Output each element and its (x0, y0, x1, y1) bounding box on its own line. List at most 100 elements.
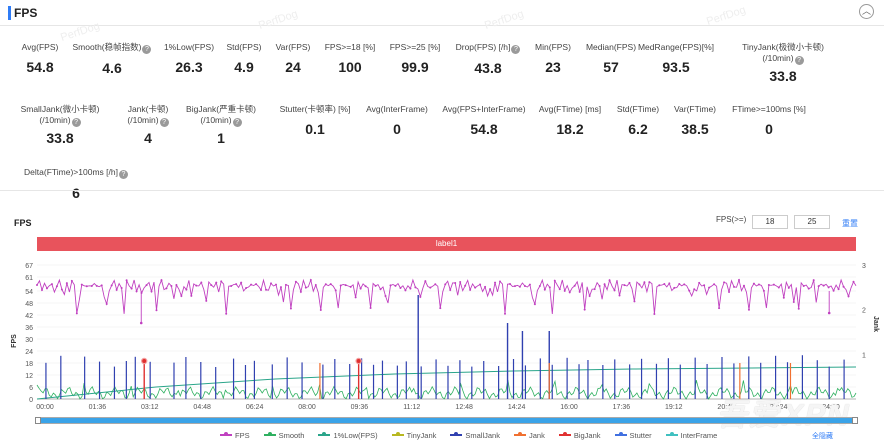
legend-item-jank[interactable]: Jank (513, 430, 545, 440)
x-tick-label: 16:00 (560, 404, 578, 411)
fps-point (349, 285, 352, 288)
fps-point (175, 283, 178, 286)
stat-label: Avg(InterFrame) (366, 104, 428, 114)
fps-point (130, 287, 133, 290)
fps-point (414, 286, 417, 289)
help-icon[interactable]: ? (142, 45, 152, 54)
stat-value: 54.8 (470, 121, 498, 137)
fps-point (314, 284, 317, 287)
stat-var-fps: Var(FPS) 24 (233, 42, 353, 75)
fps-threshold-input-1[interactable]: 18 (752, 215, 788, 229)
help-icon[interactable]: ? (71, 118, 81, 127)
fps-point (568, 291, 571, 294)
legend-swatch-icon (318, 432, 331, 436)
fps-point (334, 289, 337, 292)
fps-point (389, 284, 392, 287)
fps-point (593, 288, 596, 291)
fps-point (85, 285, 88, 288)
fps-threshold-label: FPS(>=) (716, 215, 747, 224)
stat-label: Median(FPS) (585, 42, 637, 52)
stat-value: 23 (545, 59, 561, 75)
fps-point (837, 288, 840, 291)
legend-item-1-low-fps-[interactable]: 1%Low(FPS) (318, 430, 378, 440)
fps-min-point (139, 321, 143, 325)
fps-point (434, 283, 437, 286)
stat-stutter: Stutter(卡顿率) [%] 0.1 (255, 104, 375, 137)
legend-swatch-icon (391, 432, 404, 436)
x-tick-label: 09:36 (351, 404, 369, 411)
stat-label: Avg(FPS) (21, 42, 59, 52)
legend-item-smooth[interactable]: Smooth (263, 430, 304, 440)
legend-swatch-icon (263, 432, 276, 436)
fps-point (359, 287, 362, 290)
legend-item-smalljank[interactable]: SmallJank (450, 430, 500, 440)
hide-all-button[interactable]: 全隐藏 (812, 433, 833, 440)
stat-label: Avg(FTime) [ms] (538, 104, 602, 114)
x-tick-label: 08:00 (298, 404, 316, 411)
fps-point (762, 289, 765, 292)
fps-point (698, 281, 701, 284)
stat-1-low-fps: 1%Low(FPS) 26.3 (129, 42, 249, 75)
fps-point (782, 296, 785, 299)
help-icon[interactable]: ? (794, 56, 804, 65)
fps-point (135, 290, 138, 293)
legend-item-bigjank[interactable]: BigJank (558, 430, 601, 440)
stat-value: 4.9 (234, 59, 254, 75)
fps-point (718, 307, 721, 310)
fps-point (573, 284, 576, 287)
fps-point (533, 303, 536, 306)
label-bar[interactable]: label1 (37, 237, 856, 251)
fps-point (36, 284, 38, 286)
stat-label: FTime>=100ms [%] (732, 104, 806, 114)
fps-point (150, 290, 153, 293)
fps-point (125, 279, 128, 282)
scrollbar-left-handle[interactable] (35, 417, 41, 424)
fps-point (508, 282, 511, 285)
legend-swatch-icon (614, 432, 627, 436)
fps-point (658, 284, 661, 287)
fps-point (274, 283, 277, 286)
y-tick-label: 30 (25, 337, 33, 344)
fps-point (543, 288, 546, 291)
fps-point (747, 308, 750, 311)
help-icon[interactable]: ? (232, 118, 242, 127)
stat-std-ftime: Std(FTime) 6.2 (578, 104, 698, 137)
fps-point (220, 280, 223, 283)
legend-item-tinyjank[interactable]: TinyJank (391, 430, 436, 440)
legend-swatch-icon (558, 432, 571, 436)
fps-point (165, 287, 168, 290)
legend-item-interframe[interactable]: InterFrame (665, 430, 717, 440)
y-tick-label: 36 (25, 325, 33, 332)
stat-var-ftime: Var(FTime) 38.5 (635, 104, 755, 137)
fps-point (733, 285, 736, 288)
x-tick-label: 01:36 (89, 404, 107, 411)
time-range-scrollbar[interactable] (35, 417, 858, 424)
chevron-up-icon[interactable]: ︿ (859, 4, 874, 19)
fps-point (499, 280, 502, 283)
fps-point (65, 282, 68, 285)
x-tick-label: 06:24 (246, 404, 264, 411)
stat-drop-fps-h: Drop(FPS) [/h]? 43.8 (428, 42, 548, 76)
help-icon[interactable]: ? (511, 45, 521, 54)
help-icon[interactable]: ? (118, 170, 128, 179)
fps-point (444, 283, 447, 286)
legend-item-fps[interactable]: FPS (220, 430, 250, 440)
y-tick-label: 42 (25, 313, 33, 320)
legend-label: Jank (528, 430, 545, 440)
reset-button[interactable]: 重置 (842, 219, 858, 228)
scrollbar-right-handle[interactable] (852, 417, 858, 424)
fps-point (772, 283, 775, 286)
fps-point (170, 284, 173, 287)
fps-point (449, 288, 452, 291)
help-icon[interactable]: ? (159, 118, 169, 127)
fps-point (245, 286, 248, 289)
fps-threshold-input-2[interactable]: 25 (794, 215, 830, 229)
legend-item-stutter[interactable]: Stutter (614, 430, 652, 440)
fps-point (384, 295, 387, 298)
stat-smalljank: SmallJank(微小卡顿) (/10min)? 33.8 (0, 104, 120, 146)
fps-point (648, 281, 651, 284)
fps-point (633, 300, 636, 303)
fps-point (603, 283, 606, 286)
fps-point (190, 294, 193, 297)
